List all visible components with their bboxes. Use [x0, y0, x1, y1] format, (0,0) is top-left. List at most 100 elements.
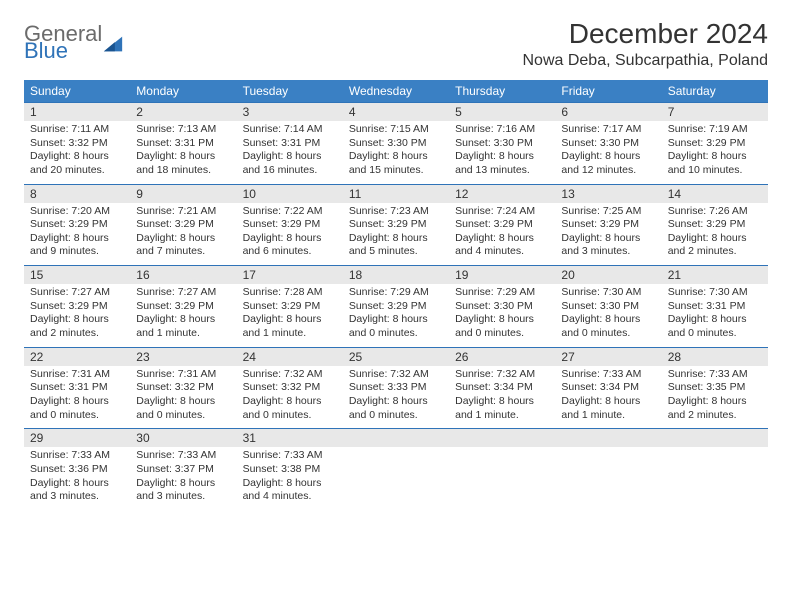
sunset-text: Sunset: 3:36 PM — [30, 463, 124, 477]
daylight-line1: Daylight: 8 hours — [668, 313, 762, 327]
day-body: Sunrise: 7:32 AMSunset: 3:33 PMDaylight:… — [343, 366, 449, 429]
sunset-text: Sunset: 3:29 PM — [30, 218, 124, 232]
day-number: 31 — [237, 428, 343, 447]
day-body: Sunrise: 7:26 AMSunset: 3:29 PMDaylight:… — [662, 203, 768, 266]
day-body: Sunrise: 7:25 AMSunset: 3:29 PMDaylight:… — [555, 203, 661, 266]
day-cell: 15Sunrise: 7:27 AMSunset: 3:29 PMDayligh… — [24, 265, 130, 347]
day-body: Sunrise: 7:17 AMSunset: 3:30 PMDaylight:… — [555, 121, 661, 184]
day-number: 23 — [130, 347, 236, 366]
daylight-line1: Daylight: 8 hours — [30, 232, 124, 246]
day-cell: 6Sunrise: 7:17 AMSunset: 3:30 PMDaylight… — [555, 102, 661, 184]
day-cell: 18Sunrise: 7:29 AMSunset: 3:29 PMDayligh… — [343, 265, 449, 347]
day-cell: 14Sunrise: 7:26 AMSunset: 3:29 PMDayligh… — [662, 184, 768, 266]
daylight-line2: and 1 minute. — [561, 409, 655, 423]
daylight-line1: Daylight: 8 hours — [561, 313, 655, 327]
day-num-bar — [662, 428, 768, 447]
sunrise-text: Sunrise: 7:15 AM — [349, 123, 443, 137]
week-row: 8Sunrise: 7:20 AMSunset: 3:29 PMDaylight… — [24, 184, 768, 266]
day-body: Sunrise: 7:11 AMSunset: 3:32 PMDaylight:… — [24, 121, 130, 184]
week-row: 29Sunrise: 7:33 AMSunset: 3:36 PMDayligh… — [24, 428, 768, 510]
sunrise-text: Sunrise: 7:19 AM — [668, 123, 762, 137]
daylight-line2: and 0 minutes. — [349, 327, 443, 341]
day-cell: 21Sunrise: 7:30 AMSunset: 3:31 PMDayligh… — [662, 265, 768, 347]
daylight-line2: and 18 minutes. — [136, 164, 230, 178]
daylight-line2: and 6 minutes. — [243, 245, 337, 259]
empty-day-cell — [662, 428, 768, 510]
sunrise-text: Sunrise: 7:33 AM — [243, 449, 337, 463]
day-number: 11 — [343, 184, 449, 203]
daylight-line1: Daylight: 8 hours — [349, 232, 443, 246]
day-body: Sunrise: 7:15 AMSunset: 3:30 PMDaylight:… — [343, 121, 449, 184]
day-number: 5 — [449, 102, 555, 121]
day-cell: 9Sunrise: 7:21 AMSunset: 3:29 PMDaylight… — [130, 184, 236, 266]
day-body: Sunrise: 7:22 AMSunset: 3:29 PMDaylight:… — [237, 203, 343, 266]
week-row: 15Sunrise: 7:27 AMSunset: 3:29 PMDayligh… — [24, 265, 768, 347]
daylight-line2: and 0 minutes. — [561, 327, 655, 341]
daylight-line2: and 5 minutes. — [349, 245, 443, 259]
day-header-thursday: Thursday — [449, 80, 555, 102]
daylight-line2: and 9 minutes. — [30, 245, 124, 259]
sunset-text: Sunset: 3:38 PM — [243, 463, 337, 477]
sunset-text: Sunset: 3:30 PM — [561, 137, 655, 151]
daylight-line2: and 0 minutes. — [30, 409, 124, 423]
sunset-text: Sunset: 3:37 PM — [136, 463, 230, 477]
day-header-monday: Monday — [130, 80, 236, 102]
sunset-text: Sunset: 3:33 PM — [349, 381, 443, 395]
day-number: 18 — [343, 265, 449, 284]
day-body: Sunrise: 7:16 AMSunset: 3:30 PMDaylight:… — [449, 121, 555, 184]
sunset-text: Sunset: 3:29 PM — [349, 300, 443, 314]
daylight-line2: and 15 minutes. — [349, 164, 443, 178]
sunrise-text: Sunrise: 7:20 AM — [30, 205, 124, 219]
sunset-text: Sunset: 3:34 PM — [561, 381, 655, 395]
day-body: Sunrise: 7:33 AMSunset: 3:36 PMDaylight:… — [24, 447, 130, 510]
sunset-text: Sunset: 3:29 PM — [243, 218, 337, 232]
daylight-line2: and 0 minutes. — [349, 409, 443, 423]
empty-day-cell — [449, 428, 555, 510]
day-number: 13 — [555, 184, 661, 203]
day-cell: 19Sunrise: 7:29 AMSunset: 3:30 PMDayligh… — [449, 265, 555, 347]
day-number: 25 — [343, 347, 449, 366]
location-subtitle: Nowa Deba, Subcarpathia, Poland — [523, 52, 769, 70]
day-body: Sunrise: 7:13 AMSunset: 3:31 PMDaylight:… — [130, 121, 236, 184]
sunrise-text: Sunrise: 7:17 AM — [561, 123, 655, 137]
sunrise-text: Sunrise: 7:14 AM — [243, 123, 337, 137]
logo-text-blue: Blue — [24, 41, 102, 62]
sunrise-text: Sunrise: 7:21 AM — [136, 205, 230, 219]
daylight-line2: and 0 minutes. — [136, 409, 230, 423]
sunset-text: Sunset: 3:30 PM — [349, 137, 443, 151]
day-body: Sunrise: 7:32 AMSunset: 3:34 PMDaylight:… — [449, 366, 555, 429]
title-block: December 2024 Nowa Deba, Subcarpathia, P… — [523, 18, 769, 70]
day-body: Sunrise: 7:33 AMSunset: 3:35 PMDaylight:… — [662, 366, 768, 429]
daylight-line1: Daylight: 8 hours — [561, 232, 655, 246]
daylight-line1: Daylight: 8 hours — [561, 150, 655, 164]
day-header-saturday: Saturday — [662, 80, 768, 102]
sunset-text: Sunset: 3:29 PM — [668, 218, 762, 232]
day-body: Sunrise: 7:30 AMSunset: 3:30 PMDaylight:… — [555, 284, 661, 347]
sunset-text: Sunset: 3:29 PM — [136, 300, 230, 314]
daylight-line1: Daylight: 8 hours — [668, 232, 762, 246]
day-number: 3 — [237, 102, 343, 121]
daylight-line2: and 0 minutes. — [243, 409, 337, 423]
day-cell: 22Sunrise: 7:31 AMSunset: 3:31 PMDayligh… — [24, 347, 130, 429]
day-cell: 3Sunrise: 7:14 AMSunset: 3:31 PMDaylight… — [237, 102, 343, 184]
logo-triangle-icon — [102, 33, 124, 55]
daylight-line2: and 16 minutes. — [243, 164, 337, 178]
day-body: Sunrise: 7:20 AMSunset: 3:29 PMDaylight:… — [24, 203, 130, 266]
sunset-text: Sunset: 3:29 PM — [243, 300, 337, 314]
sunset-text: Sunset: 3:30 PM — [561, 300, 655, 314]
daylight-line1: Daylight: 8 hours — [136, 477, 230, 491]
daylight-line2: and 1 minute. — [455, 409, 549, 423]
day-cell: 11Sunrise: 7:23 AMSunset: 3:29 PMDayligh… — [343, 184, 449, 266]
daylight-line1: Daylight: 8 hours — [136, 313, 230, 327]
day-number: 20 — [555, 265, 661, 284]
day-body: Sunrise: 7:29 AMSunset: 3:29 PMDaylight:… — [343, 284, 449, 347]
daylight-line1: Daylight: 8 hours — [243, 232, 337, 246]
daylight-line1: Daylight: 8 hours — [455, 313, 549, 327]
day-body: Sunrise: 7:28 AMSunset: 3:29 PMDaylight:… — [237, 284, 343, 347]
day-number: 26 — [449, 347, 555, 366]
day-cell: 16Sunrise: 7:27 AMSunset: 3:29 PMDayligh… — [130, 265, 236, 347]
sunrise-text: Sunrise: 7:25 AM — [561, 205, 655, 219]
daylight-line1: Daylight: 8 hours — [243, 313, 337, 327]
daylight-line2: and 0 minutes. — [668, 327, 762, 341]
day-cell: 4Sunrise: 7:15 AMSunset: 3:30 PMDaylight… — [343, 102, 449, 184]
